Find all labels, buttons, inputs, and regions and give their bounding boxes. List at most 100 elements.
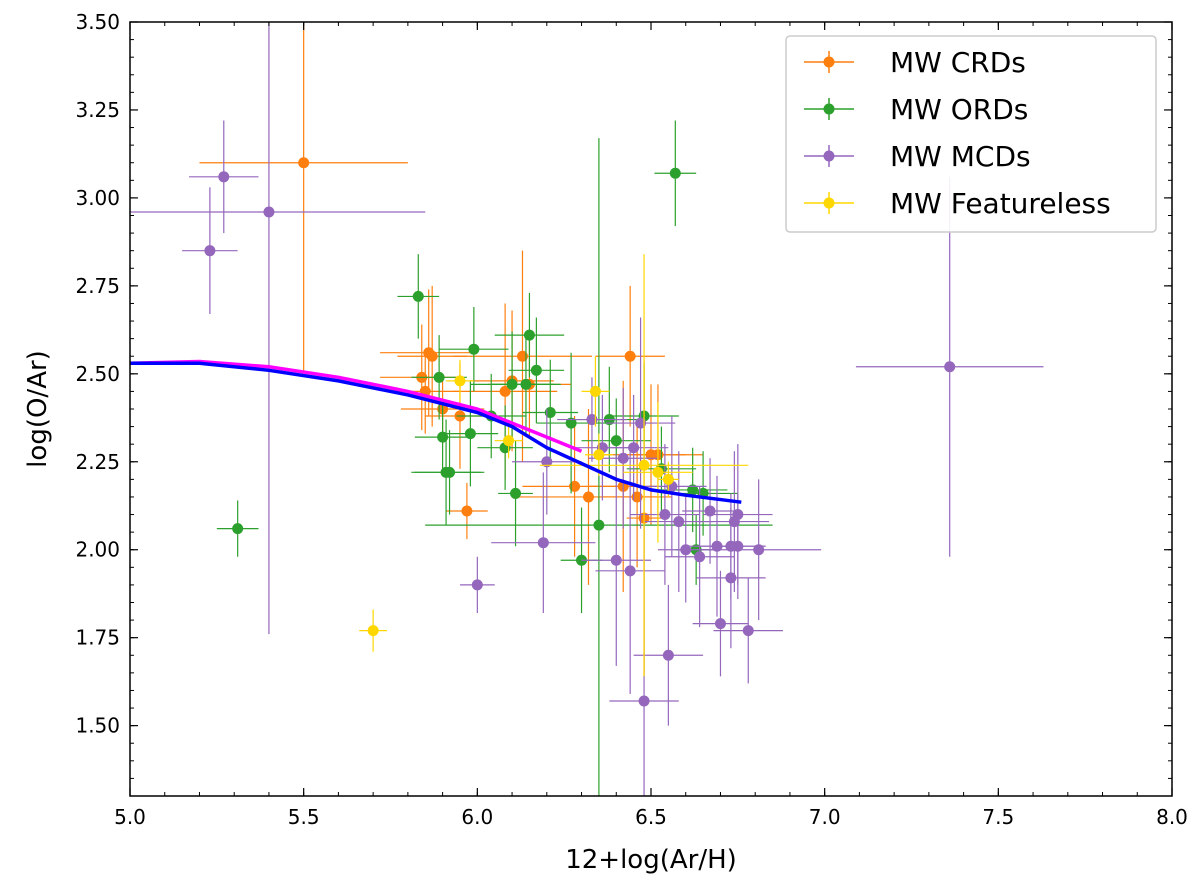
data-point [753, 544, 765, 556]
data-point [669, 167, 681, 179]
data-point [635, 417, 647, 429]
legend-marker [823, 150, 835, 162]
data-point [218, 171, 230, 183]
data-point [537, 537, 549, 549]
data-point [367, 625, 379, 637]
legend-marker [823, 56, 835, 68]
y-tick-label: 2.00 [75, 538, 120, 562]
data-point [298, 157, 310, 169]
data-point [582, 491, 594, 503]
data-point [694, 551, 706, 563]
data-point [263, 206, 275, 218]
legend-entry: MW Featureless [804, 187, 1111, 220]
x-axis-label: 12+log(Ar/H) [565, 845, 737, 875]
x-tick-label: 6.0 [461, 805, 493, 829]
legend-label: MW ORDs [890, 93, 1028, 126]
y-tick-label: 2.75 [75, 274, 120, 298]
data-point [714, 618, 726, 630]
data-point [610, 554, 622, 566]
data-point [544, 407, 556, 419]
data-point [732, 509, 744, 521]
data-point [617, 452, 629, 464]
x-tick-label: 8.0 [1156, 805, 1188, 829]
series-mw-mcds [130, 22, 1044, 796]
data-point [433, 371, 445, 383]
y-axis: 1.50 1.75 2.00 2.25 2.50 2.75 3.00 3.25 3.50 [75, 10, 1172, 797]
data-point [586, 414, 598, 426]
data-point [565, 417, 577, 429]
data-point [652, 466, 664, 478]
data-point [638, 695, 650, 707]
data-point [516, 350, 528, 362]
data-point [662, 649, 674, 661]
legend-marker [823, 103, 835, 115]
data-point [593, 449, 605, 461]
data-point [704, 505, 716, 517]
data-point [687, 484, 699, 496]
data-point [454, 375, 466, 387]
x-tick-label: 7.0 [809, 805, 841, 829]
y-tick-label: 2.50 [75, 362, 120, 386]
x-tick-label: 7.5 [982, 805, 1014, 829]
data-point [530, 364, 542, 376]
data-point [520, 378, 532, 390]
legend: MW CRDs MW ORDs MW MCDs MW Featureless [785, 35, 1157, 233]
data-point [503, 435, 515, 447]
data-point [468, 343, 480, 355]
data-point [412, 290, 424, 302]
y-axis-label: log(O/Ar) [23, 350, 53, 468]
data-point [232, 523, 244, 535]
legend-label: MW MCDs [890, 140, 1031, 173]
y-tick-label: 1.50 [75, 714, 120, 738]
data-point [569, 480, 581, 492]
x-tick-label: 5.0 [114, 805, 146, 829]
x-tick-label: 6.5 [635, 805, 667, 829]
legend-entry: MW CRDs [804, 46, 1026, 79]
data-point [510, 487, 522, 499]
legend-entry: MW ORDs [804, 93, 1028, 126]
y-tick-label: 3.25 [75, 98, 120, 122]
data-point [471, 579, 483, 591]
data-point [610, 435, 622, 447]
model-curve [130, 359, 583, 453]
data-point [628, 442, 640, 454]
data-point [742, 625, 754, 637]
data-point [589, 385, 601, 397]
data-point [732, 540, 744, 552]
y-tick-label: 1.75 [75, 626, 120, 650]
data-point [631, 491, 643, 503]
data-point [662, 473, 674, 485]
data-point [680, 544, 692, 556]
data-point [426, 350, 438, 362]
data-point [624, 350, 636, 362]
data-point [944, 361, 956, 373]
data-point [506, 378, 518, 390]
y-tick-label: 2.25 [75, 450, 120, 474]
data-point [624, 565, 636, 577]
data-point [461, 505, 473, 517]
legend-label: MW Featureless [890, 187, 1111, 220]
data-point [444, 466, 456, 478]
plot-area [130, 22, 1044, 796]
data-point [541, 456, 553, 468]
data-point [464, 428, 476, 440]
y-tick-label: 3.50 [75, 10, 120, 34]
model-curve [130, 361, 742, 504]
data-point [659, 509, 671, 521]
data-point [725, 572, 737, 584]
data-point [711, 540, 723, 552]
legend-marker [823, 197, 835, 209]
data-point [593, 519, 605, 531]
data-point [437, 431, 449, 443]
legend-box [785, 35, 1157, 233]
legend-label: MW CRDs [890, 46, 1026, 79]
data-point [204, 245, 216, 257]
x-tick-label: 5.5 [288, 805, 320, 829]
data-point [645, 449, 657, 461]
data-point [673, 516, 685, 528]
data-point [499, 385, 511, 397]
plot-frame [129, 21, 1173, 797]
series-mw-featureless [359, 254, 749, 677]
data-point [638, 459, 650, 471]
